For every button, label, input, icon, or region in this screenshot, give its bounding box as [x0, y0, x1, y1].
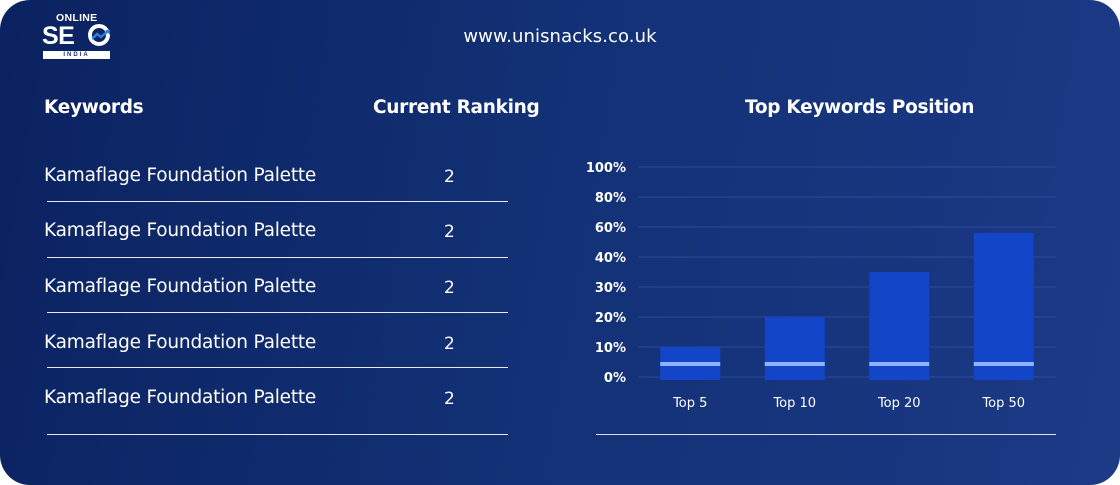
table-row: Kamaflage Foundation Palette 2: [0, 220, 560, 276]
keyword-cell: Kamaflage Foundation Palette: [44, 165, 317, 186]
table-row: Kamaflage Foundation Palette 2: [0, 165, 560, 221]
chart-title: Top Keywords Position: [745, 97, 975, 118]
rank-cell: 2: [444, 334, 455, 354]
x-tick-label: Top 20: [877, 396, 921, 411]
keyword-cell: Kamaflage Foundation Palette: [44, 276, 317, 297]
y-tick-label: 10%: [595, 341, 626, 356]
chart-bottom-rule: [596, 434, 1056, 435]
table-row: Kamaflage Foundation Palette 2: [0, 332, 560, 388]
y-tick-label: 20%: [595, 311, 626, 326]
table-row: Kamaflage Foundation Palette 2: [0, 276, 560, 332]
online-seo-india-logo: ONLINE SE INDIA: [42, 12, 114, 60]
logo-online-text: ONLINE: [56, 12, 98, 24]
bar: [764, 317, 825, 380]
bar-marker: [660, 362, 721, 366]
rank-cell: 2: [444, 389, 455, 409]
row-divider: [47, 367, 508, 368]
y-tick-label: 40%: [595, 251, 626, 266]
y-tick-label: 80%: [595, 191, 626, 206]
top-keywords-bar-chart: 0% 10% 20% 30% 40% 60% 80% 100% Top 5 Top 10 Top 2…: [586, 161, 1056, 411]
site-url: www.unisnacks.co.uk: [463, 26, 657, 47]
x-tick-label: Top 10: [772, 396, 816, 411]
bar-marker: [869, 362, 930, 366]
keyword-cell: Kamaflage Foundation Palette: [44, 220, 317, 241]
table-row: Kamaflage Foundation Palette 2: [0, 387, 560, 443]
rank-cell: 2: [444, 167, 455, 187]
bar: [973, 233, 1034, 380]
y-tick-label: 100%: [586, 161, 626, 176]
logo-india-text: INDIA: [43, 51, 110, 59]
row-divider: [47, 201, 508, 202]
y-tick-label: 0%: [604, 371, 626, 386]
row-divider: [47, 312, 508, 313]
x-tick-label: Top 5: [672, 396, 707, 411]
current-ranking-header: Current Ranking: [373, 97, 540, 118]
keyword-cell: Kamaflage Foundation Palette: [44, 332, 317, 353]
row-divider: [47, 434, 508, 435]
y-tick-label: 30%: [595, 281, 626, 296]
y-tick-label: 60%: [595, 221, 626, 236]
keyword-cell: Kamaflage Foundation Palette: [44, 387, 317, 408]
keywords-header: Keywords: [44, 97, 144, 118]
bar-marker: [764, 362, 825, 366]
logo-arrow-icon: [92, 30, 110, 40]
logo-o-ring: [88, 24, 110, 46]
logo-seo-text: SE: [42, 22, 75, 50]
rank-cell: 2: [444, 222, 455, 242]
x-tick-label: Top 50: [981, 396, 1025, 411]
row-divider: [47, 257, 508, 258]
rank-cell: 2: [444, 278, 455, 298]
bar-marker: [973, 362, 1034, 366]
